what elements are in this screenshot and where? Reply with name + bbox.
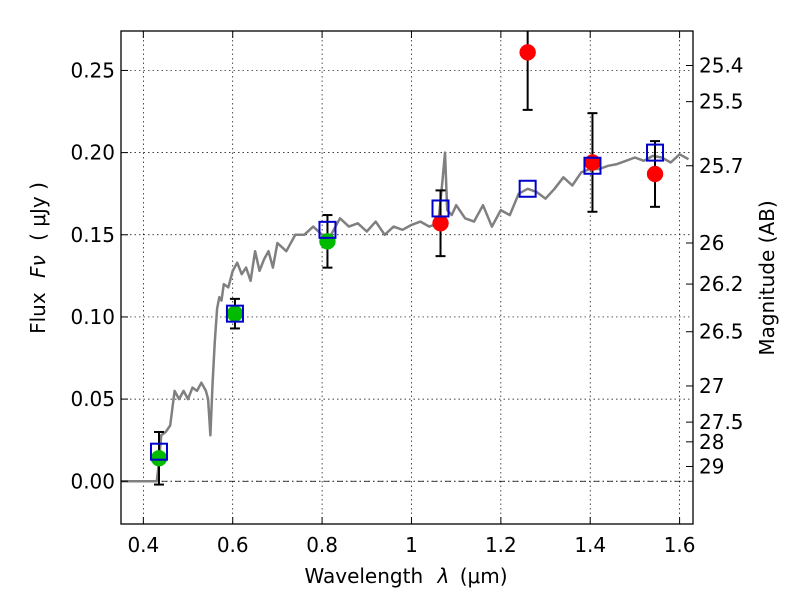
y-tick-label: 0.05 (70, 387, 115, 411)
y-axis-label: Flux Fν ( μJy ) (26, 182, 50, 334)
x-tick-label: 1.4 (574, 533, 606, 557)
x-tick-label: 1.2 (485, 533, 517, 557)
plot-area (121, 31, 690, 486)
y-axis: 0.00 0.05 0.10 0.15 0.20 0.25 (70, 58, 128, 493)
data-point-square (646, 143, 665, 162)
magnitude-tick-label: 26.2 (699, 272, 744, 296)
sed-model-line (121, 151, 690, 483)
y-axis-label-text: Flux (26, 292, 50, 334)
y-tick-label: 0.20 (70, 141, 115, 165)
data-point-square (225, 304, 244, 323)
grid (121, 31, 693, 524)
data-point-circle (646, 165, 664, 183)
y-tick-label: 0.25 (70, 58, 115, 82)
data-point-circle (519, 44, 536, 61)
x-tick-label: 1 (405, 533, 418, 557)
magnitude-tick-label: 29 (699, 454, 724, 478)
magnitude-tick-label: 27.5 (699, 410, 744, 434)
x-tick-label: 1.6 (664, 533, 696, 557)
data-point-square (149, 442, 168, 461)
data-point-circle (432, 215, 449, 232)
x-axis-label: Wavelength λ (μm) (304, 564, 507, 588)
data-point-square (318, 220, 337, 239)
x-axis-label-text: Wavelength (304, 564, 423, 588)
magnitude-tick-label: 28 (699, 430, 724, 454)
data-point-square (431, 199, 450, 218)
magnitude-tick-label: 25.4 (699, 54, 744, 78)
data-point-square (518, 179, 537, 198)
x-tick-label: 0.6 (217, 533, 249, 557)
data-point-circle (319, 233, 336, 250)
data-point-circle (150, 450, 168, 467)
x-axis-label-unit: (μm) (460, 564, 508, 588)
y-tick-label: 0.10 (70, 305, 115, 329)
x-axis: 0.4 0.6 0.8 1 1.2 1.4 1.6 (127, 31, 696, 557)
y-tick-label: 0.15 (70, 223, 115, 247)
y-axis-label-symbol: Fν (26, 255, 50, 278)
y-axis-label-unit: ( μJy ) (26, 182, 50, 241)
x-axis-label-symbol: λ (437, 564, 450, 588)
magnitude-tick-label: 26 (699, 231, 724, 255)
magnitude-tick-label: 25.7 (699, 154, 744, 178)
data-point-square (583, 156, 602, 175)
magnitude-tick-label: 26.5 (699, 320, 744, 344)
data-point-circle (226, 305, 244, 322)
x-tick-label: 0.4 (127, 533, 159, 557)
magnitude-tick-label: 27 (699, 374, 724, 398)
plot-frame (120, 30, 694, 525)
magnitude-axis-label: Magnitude (AB) (755, 200, 779, 355)
magnitude-tick-label: 25.5 (699, 90, 744, 114)
x-tick-label: 0.8 (306, 533, 338, 557)
y-tick-label: 0.00 (70, 469, 115, 493)
